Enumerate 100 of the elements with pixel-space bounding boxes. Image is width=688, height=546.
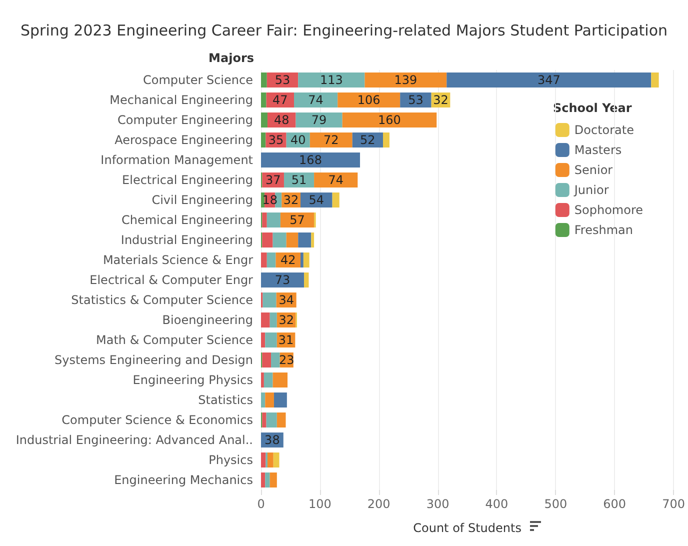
x-tick-label: 100 <box>308 497 332 511</box>
data-label: 34 <box>278 293 294 307</box>
bar <box>273 452 280 468</box>
bar <box>266 412 277 428</box>
data-label: 38 <box>264 433 280 447</box>
bar <box>294 92 338 108</box>
bar <box>265 332 277 348</box>
data-label: 53 <box>408 93 424 107</box>
x-tick-label: 400 <box>485 497 508 511</box>
bar <box>338 92 400 108</box>
bar <box>262 212 267 228</box>
bar <box>296 112 342 128</box>
bar <box>266 252 276 268</box>
y-tick-label: Computer Engineering <box>118 113 253 127</box>
bar <box>262 292 276 308</box>
y-tick-label: Physics <box>208 453 253 467</box>
data-label: 113 <box>320 73 343 87</box>
data-label: 32 <box>278 313 294 327</box>
bar <box>262 232 273 248</box>
bar <box>274 392 287 408</box>
bar <box>382 132 390 148</box>
bar <box>651 72 659 88</box>
bar <box>266 212 280 228</box>
bar <box>303 252 310 268</box>
y-tick-label: Computer Science & Economics <box>62 413 253 427</box>
bar <box>264 372 273 388</box>
data-label: 48 <box>274 113 290 127</box>
y-tick-label: Materials Science & Engr <box>102 253 254 267</box>
y-tick-label: Statistics & Computer Science <box>71 293 253 307</box>
y-tick-label: Aerospace Engineering <box>114 133 253 147</box>
y-tick-label: Civil Engineering <box>152 193 253 207</box>
y-tick-label: Engineering Physics <box>132 373 253 387</box>
x-tick-label: 0 <box>257 497 265 511</box>
bar <box>261 152 360 168</box>
bar <box>261 312 270 328</box>
bar <box>265 472 270 488</box>
y-tick-label: Mechanical Engineering <box>110 93 253 107</box>
bar <box>267 452 274 468</box>
y-tick-label: Statistics <box>198 393 253 407</box>
data-label: 72 <box>323 133 339 147</box>
bar <box>310 132 352 148</box>
bar <box>298 232 312 248</box>
legend-label: Doctorate <box>574 123 634 137</box>
x-axis-title: Count of Students <box>413 521 522 535</box>
y-tick-label: Engineering Mechanics <box>114 473 253 487</box>
x-tick-label: 700 <box>662 497 685 511</box>
chart-title: Spring 2023 Engineering Career Fair: Engineering-related Majors Student Participation <box>20 22 668 40</box>
bar <box>332 192 340 208</box>
x-tick-label: 300 <box>426 497 450 511</box>
bar <box>261 252 267 268</box>
bar <box>261 392 266 408</box>
data-label: 160 <box>378 113 401 127</box>
y-axis-title: Majors <box>208 51 254 65</box>
data-label: 106 <box>357 93 380 107</box>
bar <box>271 352 280 368</box>
x-tick-label: 600 <box>603 497 626 511</box>
bar <box>272 232 286 248</box>
data-label: 31 <box>278 333 294 347</box>
data-label: 53 <box>274 73 290 87</box>
data-label: 32 <box>283 193 299 207</box>
data-label: 23 <box>278 353 294 367</box>
bar <box>261 452 266 468</box>
data-label: 51 <box>291 173 307 187</box>
bar <box>261 332 266 348</box>
bar <box>446 72 652 88</box>
data-label: 139 <box>394 73 418 87</box>
y-tick-label: Chemical Engineering <box>122 213 253 227</box>
bar <box>272 372 288 388</box>
bar <box>270 312 277 328</box>
y-tick-label: Bioengineering <box>162 313 253 327</box>
data-label: 73 <box>274 273 290 287</box>
bar <box>304 272 309 288</box>
y-tick-label: Systems Engineering and Design <box>54 353 253 367</box>
data-label: 32 <box>433 93 448 107</box>
bar <box>270 472 277 488</box>
bar <box>300 252 304 268</box>
y-tick-label: Math & Computer Science <box>96 333 253 347</box>
data-label: 57 <box>290 213 305 227</box>
legend-label: Masters <box>574 143 622 157</box>
bar <box>261 372 264 388</box>
bar <box>314 172 358 188</box>
y-tick-label: Electrical & Computer Engr <box>90 273 254 287</box>
bar <box>262 352 272 368</box>
bar <box>286 232 298 248</box>
bar <box>364 72 447 88</box>
y-tick-label: Industrial Engineering <box>120 233 253 247</box>
legend-label: Junior <box>573 183 609 197</box>
bar <box>262 412 266 428</box>
y-tick-label: Industrial Engineering: Advanced Anal.. <box>16 433 253 447</box>
bar <box>261 272 304 288</box>
bar <box>342 112 437 128</box>
data-label: 52 <box>360 133 376 147</box>
bar <box>261 72 267 88</box>
legend-label: Sophomore <box>574 203 643 217</box>
data-label: 74 <box>328 173 344 187</box>
bar <box>276 412 286 428</box>
data-label: 79 <box>311 113 327 127</box>
bar <box>261 132 266 148</box>
data-label: 42 <box>280 253 296 267</box>
y-tick-label: Computer Science <box>143 73 253 87</box>
